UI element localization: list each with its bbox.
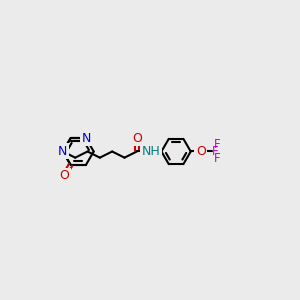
Text: O: O — [132, 132, 142, 145]
Text: O: O — [59, 169, 69, 182]
Text: NH: NH — [141, 145, 160, 158]
Text: O: O — [196, 145, 206, 158]
Text: N: N — [81, 132, 91, 145]
Text: F: F — [214, 152, 220, 165]
Text: F: F — [214, 138, 220, 151]
Text: F: F — [212, 145, 219, 158]
Text: N: N — [58, 145, 68, 158]
